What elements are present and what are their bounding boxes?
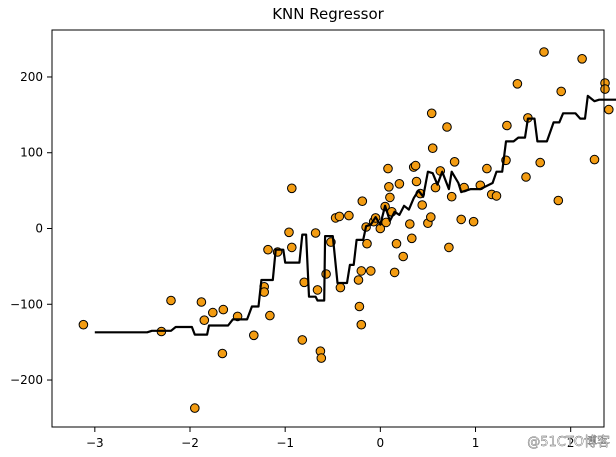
x-tick-label: −3: [86, 436, 104, 450]
data-point: [389, 267, 400, 278]
data-point: [589, 154, 600, 165]
data-point: [427, 143, 438, 153]
data-point: [411, 176, 422, 187]
data-point: [334, 211, 345, 222]
data-point: [321, 269, 331, 279]
data-point: [391, 238, 402, 249]
data-point: [512, 79, 523, 89]
data-point: [287, 242, 297, 253]
data-point: [417, 200, 428, 210]
data-point: [521, 172, 531, 182]
knn-prediction-line: [94, 94, 616, 336]
data-point: [502, 120, 512, 131]
data-point: [354, 301, 365, 312]
y-tick-label: −200: [10, 373, 43, 387]
x-tick-label: −1: [276, 436, 294, 450]
data-point: [287, 183, 297, 194]
data-point: [310, 228, 321, 238]
data-point: [553, 195, 564, 206]
data-point: [190, 403, 200, 413]
data-point: [535, 157, 546, 168]
x-tick-label: 0: [377, 436, 385, 450]
data-point: [405, 219, 415, 229]
data-point: [263, 244, 273, 255]
data-point: [284, 227, 294, 238]
watermark: @51CTO博客: [527, 434, 610, 450]
data-point: [249, 330, 259, 341]
data-point: [394, 179, 405, 189]
data-point: [444, 242, 454, 253]
data-point: [196, 297, 207, 307]
data-point: [449, 157, 460, 167]
data-point: [166, 295, 176, 306]
data-point: [312, 285, 323, 295]
data-point: [366, 266, 376, 276]
data-point: [384, 182, 394, 192]
data-point: [604, 104, 614, 115]
data-point: [218, 304, 229, 315]
data-point: [353, 275, 364, 285]
y-tick-label: 100: [20, 146, 43, 160]
data-point: [539, 47, 549, 57]
data-point: [407, 233, 417, 244]
data-point: [208, 307, 218, 318]
data-point: [398, 251, 409, 262]
data-point: [442, 122, 452, 132]
data-point: [217, 348, 228, 359]
regression-line: [94, 94, 616, 336]
y-tick-label: −100: [10, 297, 43, 311]
data-point: [357, 196, 368, 206]
data-point: [491, 191, 502, 201]
y-tick-label: 200: [20, 70, 43, 84]
data-point: [344, 210, 354, 221]
x-tick-label: −2: [181, 436, 199, 450]
data-point: [556, 86, 567, 97]
data-point: [265, 310, 275, 321]
data-point: [426, 212, 436, 222]
data-point: [577, 54, 587, 64]
data-point: [362, 238, 372, 249]
data-point: [410, 160, 421, 171]
axes-frame: [51, 29, 605, 428]
data-point: [335, 282, 346, 293]
x-axis-ticks: −3 −2 −1 0 1 2: [86, 427, 575, 450]
data-point: [297, 335, 308, 345]
data-point: [482, 163, 492, 174]
data-point: [356, 266, 367, 276]
data-point: [383, 163, 393, 174]
data-point: [600, 84, 610, 94]
chart-title: KNN Regressor: [272, 5, 384, 23]
y-axis-ticks: −200 −100 0 100 200: [10, 70, 52, 387]
x-tick-label: 1: [472, 436, 480, 450]
data-point: [426, 108, 437, 119]
data-point: [446, 191, 457, 202]
x-tick-label: 2: [567, 436, 575, 450]
data-point: [456, 214, 467, 225]
data-point: [385, 192, 395, 203]
data-point: [199, 315, 210, 326]
y-tick-label: 0: [35, 222, 43, 236]
data-point: [316, 353, 327, 363]
data-point: [356, 319, 367, 330]
data-point: [468, 216, 479, 227]
scatter-points: [78, 47, 614, 413]
data-point: [78, 319, 89, 330]
